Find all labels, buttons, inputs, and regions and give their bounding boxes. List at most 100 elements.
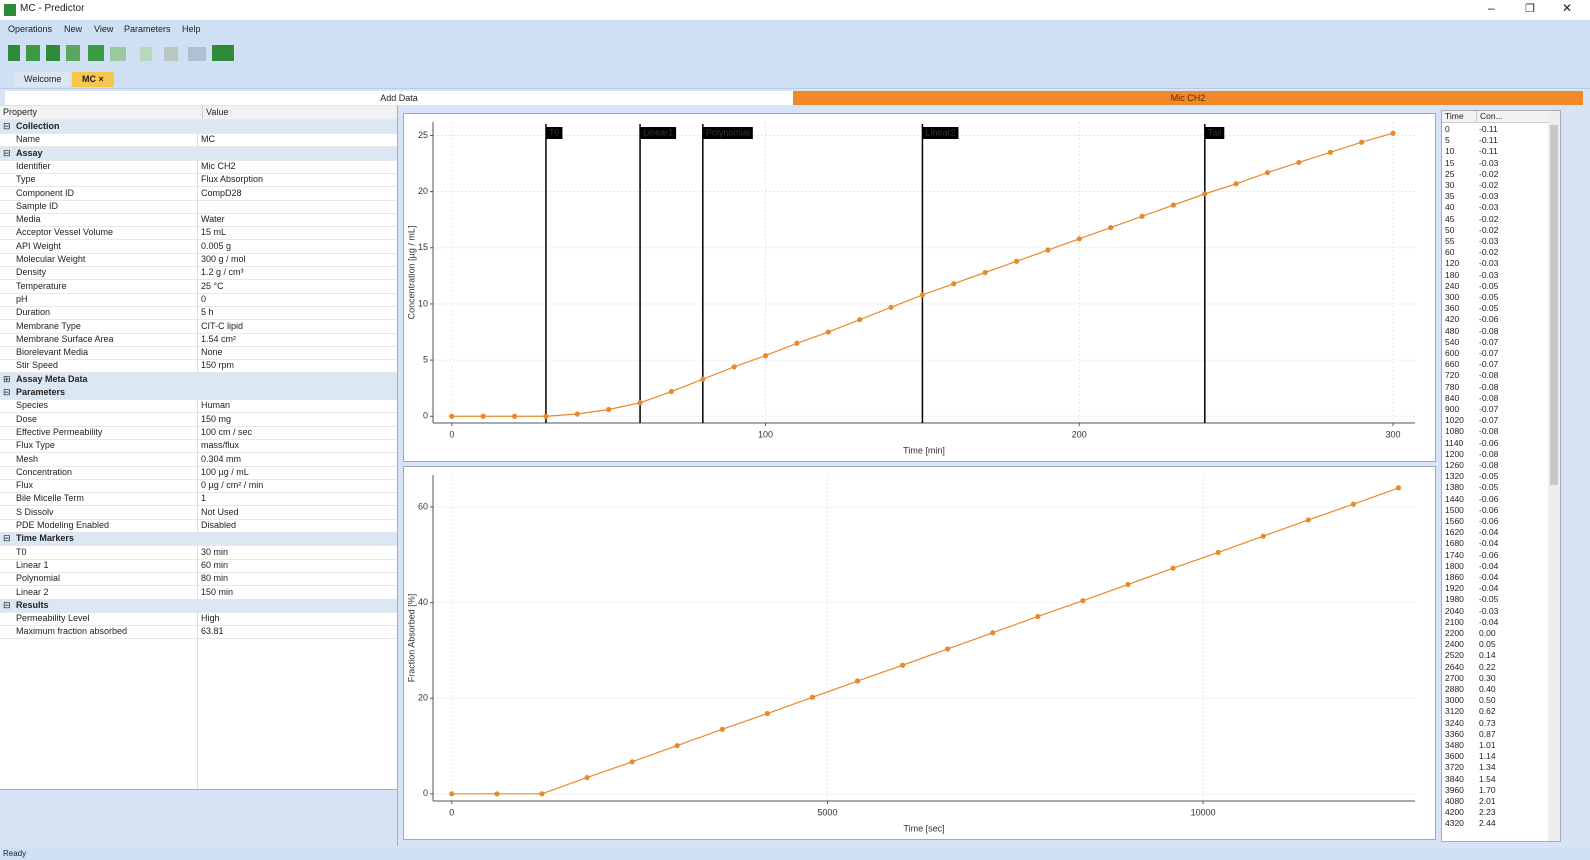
- expander: ⊟: [3, 533, 11, 544]
- section-row[interactable]: ⊟ Results: [0, 598, 397, 613]
- property-row[interactable]: Component ID CompD28: [0, 186, 397, 201]
- dataset-panel[interactable]: Mic CH2: [793, 91, 1583, 105]
- property-row[interactable]: Flux Type mass/flux: [0, 439, 397, 454]
- time-cell: 2520: [1445, 650, 1464, 661]
- tool-icon[interactable]: [110, 47, 126, 61]
- property-name: Species: [16, 400, 49, 411]
- data-point: [1139, 213, 1145, 219]
- property-row[interactable]: Effective Permeability 100 cm / sec: [0, 425, 397, 440]
- column-header[interactable]: Con...: [1476, 111, 1503, 123]
- add-data-panel[interactable]: Add Data: [5, 91, 793, 105]
- property-row[interactable]: Media Water: [0, 213, 397, 228]
- value-cell: 0.73: [1479, 717, 1496, 728]
- property-row[interactable]: Species Human: [0, 399, 397, 414]
- property-row[interactable]: Linear 2 150 min: [0, 585, 397, 600]
- section-row[interactable]: ⊟ Collection: [0, 120, 397, 134]
- property-row[interactable]: T0 30 min: [0, 545, 397, 560]
- section-row[interactable]: ⊟ Parameters: [0, 386, 397, 400]
- tab[interactable]: MC ×: [72, 72, 114, 87]
- property-row[interactable]: Type Flux Absorption: [0, 173, 397, 188]
- property-row[interactable]: Permeability Level High: [0, 612, 397, 627]
- time-cell: 1680: [1445, 538, 1464, 549]
- property-row[interactable]: Flux 0 µg / cm² / min: [0, 479, 397, 494]
- table-row: 45 -0.02: [1442, 214, 1548, 225]
- property-row[interactable]: API Weight 0.005 g: [0, 239, 397, 254]
- property-row[interactable]: Bile Micelle Term 1: [0, 492, 397, 507]
- menu-item[interactable]: Parameters: [124, 24, 171, 34]
- scroll-thumb[interactable]: [1550, 125, 1558, 485]
- property-row[interactable]: Mesh 0.304 mm: [0, 452, 397, 467]
- menu-item[interactable]: View: [94, 24, 114, 34]
- table-row: 1860 -0.04: [1442, 572, 1548, 583]
- tool-icon[interactable]: [212, 45, 234, 61]
- menu-item[interactable]: Help: [182, 24, 201, 34]
- property-row[interactable]: Molecular Weight 300 g / mol: [0, 253, 397, 267]
- property-row[interactable]: S Dissolv Not Used: [0, 505, 397, 520]
- time-cell: 660: [1445, 359, 1460, 370]
- property-value: Disabled: [201, 520, 237, 530]
- data-point: [1305, 517, 1311, 523]
- close-button[interactable]: ✕: [1562, 1, 1573, 15]
- time-cell: 3360: [1445, 728, 1464, 739]
- property-row[interactable]: Membrane Type CIT-C lipid: [0, 319, 397, 334]
- menu-item[interactable]: New: [64, 24, 83, 34]
- menu-item[interactable]: Operations: [8, 24, 53, 34]
- table-row: 300 -0.05: [1442, 292, 1548, 303]
- minimize-button[interactable]: –: [1488, 1, 1495, 15]
- property-row[interactable]: Acceptor Vessel Volume 15 mL: [0, 226, 397, 241]
- table-row: 3840 1.54: [1442, 774, 1548, 785]
- property-row[interactable]: Concentration 100 µg / mL: [0, 465, 397, 480]
- section-row[interactable]: ⊟ Assay: [0, 146, 397, 161]
- section-row[interactable]: ⊞ Assay Meta Data: [0, 372, 397, 387]
- section-row[interactable]: ⊟ Time Markers: [0, 532, 397, 547]
- data-point: [762, 353, 769, 359]
- tool-icon[interactable]: [66, 45, 80, 61]
- maximize-button[interactable]: ❐: [1525, 3, 1535, 15]
- property-row[interactable]: Density 1.2 g / cm³: [0, 266, 397, 281]
- property-row[interactable]: Biorelevant Media None: [0, 346, 397, 361]
- property-row[interactable]: PDE Modeling Enabled Disabled: [0, 519, 397, 533]
- tool-icon[interactable]: [164, 47, 178, 61]
- tool-icon[interactable]: [88, 45, 104, 61]
- value-cell: 1.01: [1479, 740, 1496, 750]
- tab-close[interactable]: ×: [96, 74, 104, 84]
- expander: ⊟: [3, 147, 11, 158]
- col-divider: [197, 266, 198, 280]
- tab[interactable]: Welcome: [14, 72, 72, 87]
- table-row: 2400 0.05: [1442, 639, 1548, 650]
- data-point: [1080, 598, 1086, 604]
- property-row[interactable]: Membrane Surface Area 1.54 cm²: [0, 332, 397, 347]
- property-row[interactable]: Temperature 25 °C: [0, 279, 397, 294]
- tool-icon[interactable]: [140, 47, 152, 61]
- property-row[interactable]: Duration 5 h: [0, 306, 397, 321]
- table-row: 480 -0.08: [1442, 326, 1548, 337]
- column-header[interactable]: Time: [1445, 111, 1464, 121]
- time-cell: 5: [1445, 135, 1450, 146]
- time-cell: 480: [1445, 325, 1460, 336]
- time-cell: 180: [1445, 269, 1460, 280]
- property-row[interactable]: Name MC: [0, 133, 397, 148]
- property-row[interactable]: Polynomial 80 min: [0, 572, 397, 587]
- x-tick-label: 0: [449, 429, 454, 439]
- tool-icon[interactable]: [26, 45, 40, 61]
- property-row[interactable]: Stir Speed 150 rpm: [0, 359, 397, 374]
- property-row[interactable]: pH 0: [0, 292, 397, 307]
- tool-icon[interactable]: [46, 45, 60, 61]
- menu-bar: Operations New View Parameters Help: [0, 20, 1590, 38]
- property-row[interactable]: Linear 1 60 min: [0, 558, 397, 573]
- scrollbar[interactable]: [1548, 111, 1560, 841]
- value-cell: -0.05: [1479, 482, 1499, 493]
- table-row: 2520 0.14: [1442, 650, 1548, 661]
- time-cell: 1500: [1445, 504, 1464, 515]
- section-name: Parameters: [16, 387, 66, 397]
- property-name: API Weight: [16, 240, 61, 251]
- section-name: Results: [16, 599, 49, 610]
- tool-icon[interactable]: [188, 47, 206, 61]
- property-row[interactable]: Identifier Mic CH2: [0, 159, 397, 174]
- tool-icon[interactable]: [8, 45, 20, 61]
- property-row[interactable]: Dose 150 mg: [0, 412, 397, 427]
- property-row[interactable]: Sample ID: [0, 199, 397, 214]
- fraction-chart: 0 20 40 60 0 5000 10000 Time [sec] Fraction Abso…: [403, 466, 1436, 840]
- property-row[interactable]: Maximum fraction absorbed 63.81: [0, 625, 397, 640]
- time-cell: 1140: [1445, 437, 1464, 448]
